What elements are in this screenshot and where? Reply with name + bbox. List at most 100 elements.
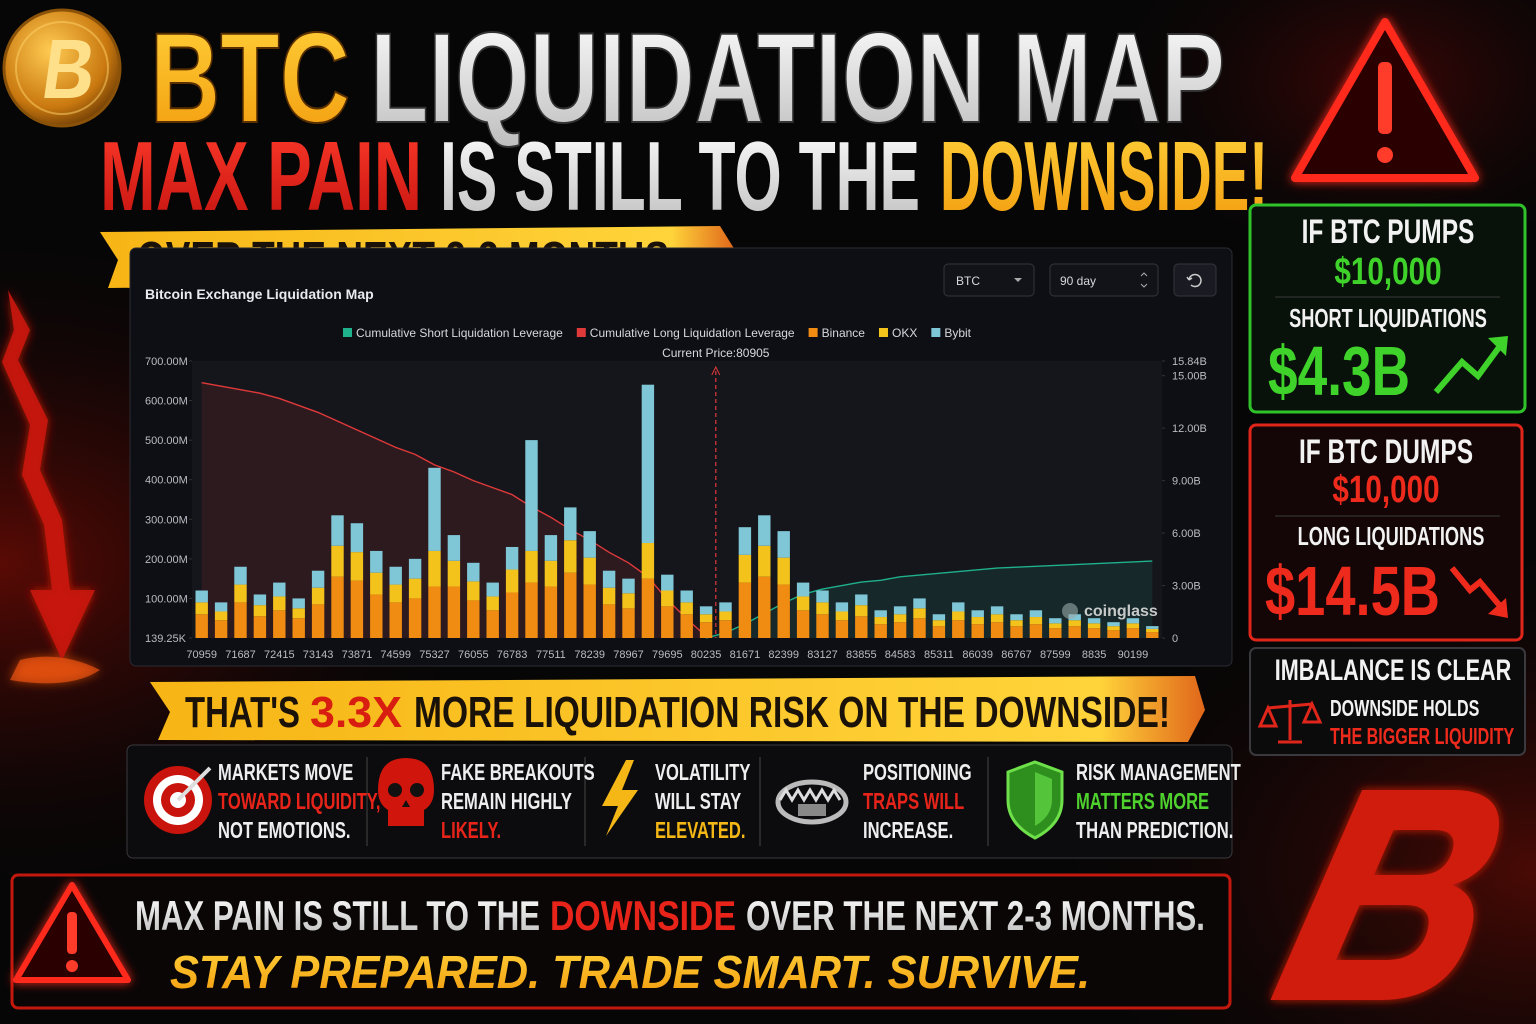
period-select[interactable] (1049, 263, 1159, 297)
bar-segment (971, 610, 984, 618)
bar-segment (932, 620, 946, 627)
bar-segment (505, 569, 519, 593)
bar-segment (1146, 628, 1159, 633)
bar-segment (952, 611, 965, 621)
tip-line: TOWARD LIQUIDITY, (218, 788, 381, 814)
bar-segment (777, 557, 790, 585)
bar-segment (796, 596, 810, 611)
bar-segment (428, 586, 441, 638)
bar-segment (583, 531, 596, 558)
bar-segment (428, 550, 441, 587)
bar-segment (641, 543, 655, 579)
tip-line: NOT EMOTIONS. (218, 817, 350, 843)
bar-segment (273, 610, 286, 638)
y-tick-label: 700.00M (145, 356, 188, 368)
bar-segment (505, 546, 519, 570)
bar-segment (913, 608, 926, 619)
bar-segment (544, 560, 558, 587)
bar-segment (331, 515, 344, 546)
banner-text: THAT'S (185, 688, 300, 737)
bar-segment (447, 586, 461, 638)
x-tick-label: 73871 (342, 649, 373, 661)
dump-box (1248, 423, 1524, 642)
bar-segment (913, 598, 926, 609)
x-tick-label: 78967 (613, 649, 644, 661)
x-tick-label: 76783 (497, 649, 528, 661)
asset-select[interactable] (943, 263, 1035, 297)
bar-segment (525, 550, 538, 583)
bar-segment (622, 608, 635, 638)
y-tick-label: 600.00M (145, 396, 188, 408)
bar-segment (1049, 618, 1062, 624)
bar-segment (758, 545, 771, 577)
refresh-button[interactable] (1173, 263, 1217, 297)
bar-segment (855, 616, 868, 638)
bar-segment (758, 576, 771, 638)
dump-amount: $10,000 (1332, 469, 1439, 511)
bar-segment (602, 587, 616, 605)
bar-segment (990, 606, 1004, 615)
y-tick-label: 500.00M (145, 435, 188, 447)
down-arrow-icon (1449, 566, 1503, 608)
bar-segment (583, 557, 596, 585)
select-arrows (1140, 272, 1148, 288)
bar-segment (641, 384, 655, 544)
pump-heading: IF BTC PUMPS (1302, 213, 1475, 251)
bar-segment (1126, 628, 1140, 638)
imbalance-line: DOWNSIDE HOLDS (1330, 695, 1479, 721)
bar-segment (893, 606, 907, 615)
x-tick-label: 80235 (691, 649, 722, 661)
legend-swatch (808, 328, 818, 337)
period-select-label: 90 day (1060, 274, 1096, 288)
bar-segment (680, 614, 693, 638)
legend-swatch (576, 328, 586, 337)
tip-line: INCREASE. (863, 817, 953, 843)
bar-segment (505, 592, 519, 638)
bar-segment (1087, 623, 1101, 629)
x-tick-label: 70959 (186, 649, 217, 661)
y2-tick-label: 0 (1172, 633, 1178, 645)
bitcoin-glow-decoration (1270, 790, 1499, 1000)
bitcoin-coin (2, 8, 122, 128)
bar-segment (447, 535, 461, 561)
tip-line: LIKELY. (441, 817, 501, 843)
refresh-icon (1186, 273, 1202, 288)
bar-segment (855, 605, 868, 617)
trap-icon (775, 779, 849, 825)
bar-segment (1126, 618, 1140, 624)
bar-segment (467, 581, 480, 601)
bar-segment (1107, 630, 1120, 638)
legend-swatch (931, 328, 941, 337)
bar-segment (195, 602, 208, 615)
bar-segment (1068, 626, 1081, 638)
bar-segment (564, 572, 577, 638)
bar-segment (253, 594, 267, 606)
bar-segment (971, 617, 984, 625)
bar-segment (389, 566, 402, 585)
bar-segment (777, 584, 790, 638)
bar-segment (777, 531, 790, 558)
bar-segment (447, 560, 461, 587)
x-tick-label: 79695 (652, 649, 683, 661)
bar-segment (893, 614, 907, 623)
tip-line: MARKETS MOVE (218, 759, 353, 785)
watermark: coinglass (1084, 603, 1158, 620)
banner-text: MORE LIQUIDATION RISK ON THE DOWNSIDE! (414, 688, 1170, 737)
x-tick-label: 90199 (1118, 649, 1149, 661)
bar-segment (1010, 626, 1023, 638)
bar-segment (893, 622, 907, 638)
bar-segment (719, 620, 732, 638)
skull-icon (378, 758, 434, 826)
y2-tick-label: 15.00B (1172, 371, 1207, 383)
title-part: BTC (150, 7, 350, 150)
bar-segment (389, 584, 402, 603)
bar-segment (544, 535, 558, 561)
bar-segment (1049, 628, 1062, 638)
y2-tick-label: 3.00B (1172, 581, 1201, 593)
bar-segment (1146, 632, 1159, 638)
imbalance-box (1249, 647, 1526, 756)
bar-segment (622, 593, 635, 609)
bar-segment (1068, 620, 1081, 627)
